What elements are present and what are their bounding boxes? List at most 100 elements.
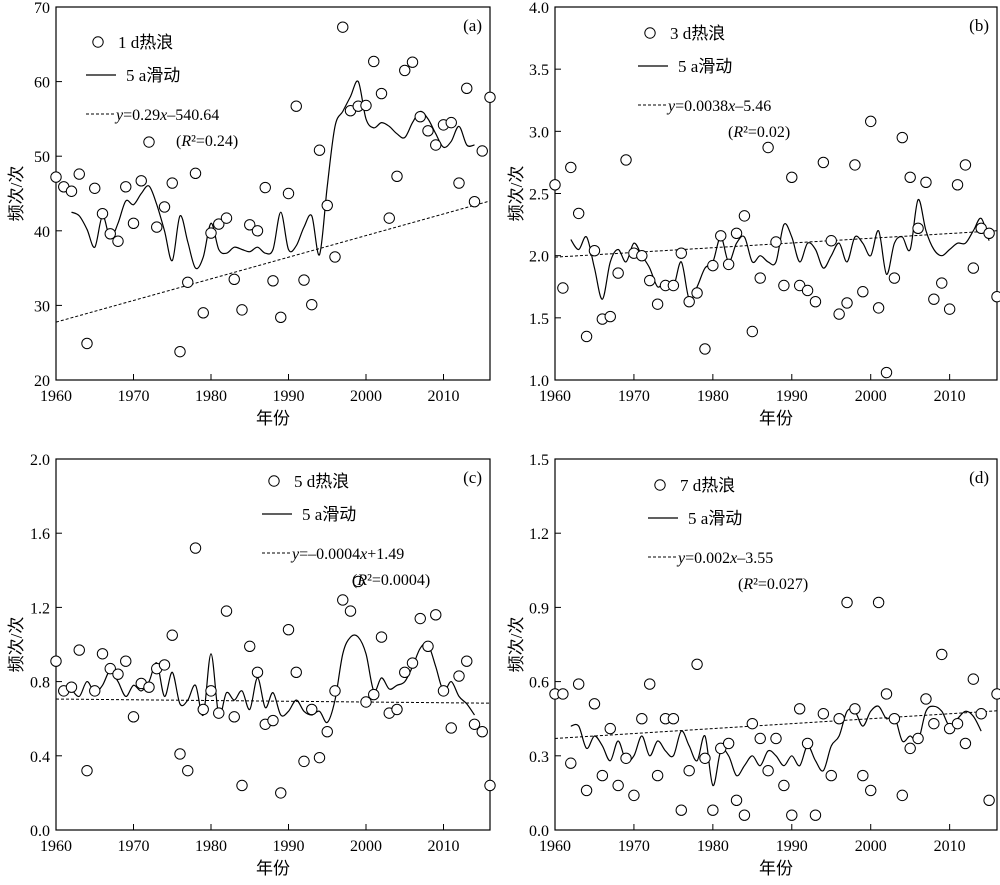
x-axis-label: 年份 bbox=[256, 859, 290, 878]
data-point bbox=[468, 718, 481, 730]
x-tick-label: 1980 bbox=[195, 388, 227, 405]
legend: 5 d热浪 5 a滑动 y=–0.0004x+1.49 (R²=0.0004) bbox=[262, 472, 430, 589]
y-axis-label: 频次/次 bbox=[7, 617, 26, 673]
x-axis-label: 年份 bbox=[759, 859, 793, 878]
data-point bbox=[991, 688, 1000, 700]
data-point bbox=[189, 167, 202, 180]
y-tick-label: 3.0 bbox=[529, 124, 549, 141]
data-point bbox=[112, 235, 124, 247]
data-point bbox=[213, 218, 225, 230]
data-point bbox=[205, 685, 217, 697]
data-point bbox=[298, 755, 310, 768]
data-point bbox=[267, 275, 279, 287]
legend-point-marker bbox=[644, 27, 656, 39]
data-point bbox=[321, 199, 333, 212]
legend-r-squared: (R²=0.02) bbox=[728, 124, 790, 141]
x-axis-label: 年份 bbox=[759, 409, 793, 428]
data-point bbox=[484, 779, 496, 792]
data-point bbox=[360, 696, 372, 708]
legend: 7 d热浪 5 a滑动 y=0.002x–3.55 (R²=0.027) bbox=[648, 476, 808, 593]
data-point bbox=[707, 804, 719, 816]
data-point bbox=[414, 110, 426, 123]
data-point bbox=[445, 116, 457, 129]
data-point bbox=[298, 274, 310, 286]
y-tick-label: 0.8 bbox=[30, 675, 50, 692]
data-point bbox=[329, 685, 341, 697]
data-point bbox=[675, 804, 687, 816]
data-point bbox=[738, 809, 751, 821]
data-point bbox=[414, 612, 426, 625]
data-point bbox=[244, 640, 256, 653]
data-point bbox=[588, 244, 601, 257]
data-point bbox=[983, 794, 995, 807]
legend-smooth-label: 5 a滑动 bbox=[688, 509, 742, 528]
y-tick-label: 50 bbox=[34, 149, 50, 166]
data-point bbox=[174, 345, 186, 358]
data-point bbox=[406, 56, 419, 68]
x-tick-label: 2000 bbox=[350, 388, 382, 405]
y-axis-label: 频次/次 bbox=[507, 617, 526, 673]
y-tick-label: 3.5 bbox=[529, 62, 549, 79]
y-tick-label: 0.3 bbox=[529, 749, 549, 766]
legend-points-label: 7 d热浪 bbox=[680, 476, 735, 495]
y-tick-label: 0.4 bbox=[30, 749, 50, 766]
data-point bbox=[667, 713, 680, 725]
data-point bbox=[445, 722, 457, 734]
data-point bbox=[746, 717, 759, 730]
data-point bbox=[337, 594, 349, 606]
data-point bbox=[865, 784, 877, 797]
plot-frame bbox=[554, 6, 998, 381]
data-point bbox=[549, 179, 561, 191]
data-point bbox=[809, 295, 822, 308]
legend-smooth-label: 5 a滑动 bbox=[302, 505, 356, 524]
moving-average-curve bbox=[71, 80, 475, 270]
data-point bbox=[715, 230, 727, 242]
data-point bbox=[833, 713, 845, 725]
data-point bbox=[383, 212, 395, 224]
y-tick-label: 60 bbox=[34, 75, 50, 92]
data-point bbox=[936, 277, 948, 289]
data-point bbox=[321, 725, 333, 738]
plot-frame bbox=[55, 458, 491, 831]
data-point bbox=[754, 272, 766, 284]
data-point bbox=[220, 212, 233, 224]
data-point bbox=[430, 609, 442, 621]
data-point bbox=[841, 297, 853, 309]
data-point bbox=[151, 221, 163, 233]
data-point bbox=[746, 325, 759, 338]
data-point bbox=[228, 711, 240, 723]
x-tick-label: 2010 bbox=[934, 388, 966, 405]
data-point bbox=[484, 91, 496, 103]
data-point bbox=[166, 629, 178, 641]
data-point bbox=[786, 171, 798, 184]
y-tick-label: 2.0 bbox=[30, 452, 50, 469]
data-point bbox=[699, 752, 711, 764]
x-tick-label: 1960 bbox=[40, 838, 72, 855]
legend-smooth-label: 5 a滑动 bbox=[678, 57, 732, 76]
data-point bbox=[158, 201, 171, 213]
panel-label: (a) bbox=[463, 16, 482, 35]
data-point bbox=[920, 176, 932, 189]
data-point bbox=[691, 287, 703, 299]
data-point bbox=[557, 688, 569, 700]
x-tick-label: 1990 bbox=[776, 388, 808, 405]
data-point bbox=[699, 343, 711, 355]
data-point bbox=[430, 139, 442, 151]
data-point bbox=[313, 751, 326, 764]
data-point bbox=[73, 168, 85, 180]
data-point bbox=[651, 298, 664, 310]
data-point bbox=[557, 282, 569, 294]
data-point bbox=[722, 258, 735, 271]
data-point bbox=[825, 235, 837, 247]
y-tick-label: 70 bbox=[34, 0, 50, 17]
data-point bbox=[730, 227, 743, 239]
x-tick-label: 1970 bbox=[618, 838, 650, 855]
data-point bbox=[912, 732, 924, 745]
data-point bbox=[104, 662, 116, 675]
data-point bbox=[120, 181, 132, 193]
legend-points-label: 3 d热浪 bbox=[670, 24, 725, 43]
data-point bbox=[841, 596, 853, 609]
data-point bbox=[461, 655, 473, 667]
data-point bbox=[904, 742, 916, 755]
